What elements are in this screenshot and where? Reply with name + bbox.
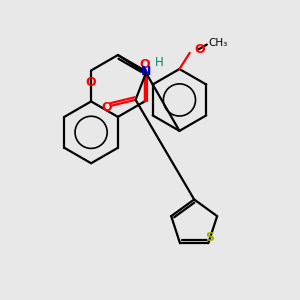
Text: H: H <box>155 56 164 69</box>
Text: O: O <box>86 76 96 89</box>
Text: CH₃: CH₃ <box>208 38 227 47</box>
Text: O: O <box>139 58 150 71</box>
Text: O: O <box>102 101 112 114</box>
Text: N: N <box>141 65 152 78</box>
Text: S: S <box>205 231 214 244</box>
Text: O: O <box>194 44 205 56</box>
